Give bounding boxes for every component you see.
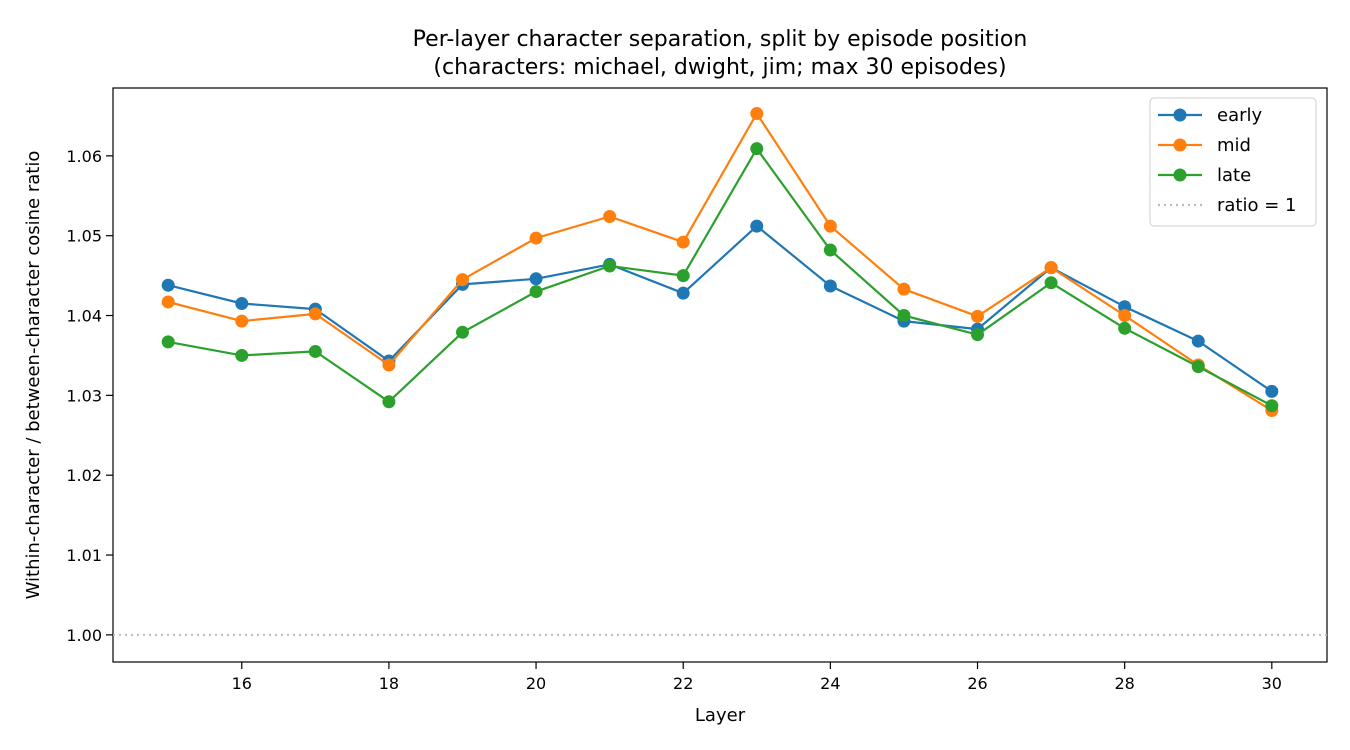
data-point-mid xyxy=(750,107,764,121)
data-point-mid xyxy=(971,309,985,323)
data-point-early xyxy=(161,278,175,292)
legend-box xyxy=(1149,97,1317,227)
series-line-mid xyxy=(167,112,1273,412)
data-point-mid xyxy=(1118,309,1132,323)
y-tick-label: 1.04 xyxy=(66,307,102,326)
x-tick-label: 28 xyxy=(1114,674,1134,693)
legend-label: mid xyxy=(1217,135,1251,156)
legend-marker xyxy=(1173,168,1187,182)
data-point-mid xyxy=(897,282,911,296)
data-point-late xyxy=(1044,276,1058,290)
x-tick-label: 26 xyxy=(967,674,987,693)
y-axis: 1.00 1.01 1.02 1.03 1.04 1.05 1.06 xyxy=(66,147,113,645)
data-point-early xyxy=(823,279,837,293)
data-point-late xyxy=(823,243,837,257)
series-late xyxy=(161,142,1279,413)
y-tick-label: 1.00 xyxy=(66,626,102,645)
chart-title: Per-layer character separation, split by… xyxy=(413,27,1028,52)
data-point-early xyxy=(1191,334,1205,348)
legend: early mid late ratio = 1 xyxy=(1149,97,1317,227)
data-point-mid xyxy=(455,273,469,287)
data-point-mid xyxy=(382,358,396,372)
series-mid xyxy=(161,107,1279,418)
y-tick-label: 1.03 xyxy=(66,386,102,405)
x-axis-label: Layer xyxy=(695,705,746,726)
data-point-late xyxy=(603,259,617,273)
data-point-early xyxy=(529,272,543,286)
data-point-late xyxy=(308,344,322,358)
x-tick-label: 20 xyxy=(526,674,546,693)
data-point-late xyxy=(971,328,985,342)
data-point-late xyxy=(235,348,249,362)
data-point-late xyxy=(529,285,543,299)
data-point-mid xyxy=(235,314,249,328)
plot-frame xyxy=(112,87,1328,663)
data-point-late xyxy=(455,325,469,339)
legend-entry-mid: mid xyxy=(1158,135,1251,156)
legend-label: early xyxy=(1217,105,1263,126)
data-point-late xyxy=(750,142,764,156)
series-layer xyxy=(161,107,1279,418)
y-tick-label: 1.01 xyxy=(66,546,102,565)
data-point-early xyxy=(750,219,764,233)
data-point-late xyxy=(382,395,396,409)
data-point-mid xyxy=(823,219,837,233)
data-point-late xyxy=(161,335,175,349)
data-point-mid xyxy=(529,231,543,245)
x-axis: 16 18 20 22 24 26 28 30 xyxy=(232,662,1282,693)
x-tick-label: 30 xyxy=(1262,674,1282,693)
legend-entry-early: early xyxy=(1158,105,1263,126)
data-point-late xyxy=(1118,321,1132,335)
legend-label: late xyxy=(1217,165,1251,186)
data-point-mid xyxy=(308,307,322,321)
legend-entry-late: late xyxy=(1158,165,1251,186)
data-point-early xyxy=(235,297,249,311)
data-point-late xyxy=(897,309,911,323)
legend-entry-ratio-1: ratio = 1 xyxy=(1158,195,1296,216)
x-tick-label: 18 xyxy=(379,674,399,693)
data-point-mid xyxy=(676,235,690,249)
x-tick-label: 24 xyxy=(820,674,840,693)
data-point-mid xyxy=(1044,261,1058,275)
series-line-early xyxy=(167,225,1273,393)
data-point-early xyxy=(676,286,690,300)
series-line-late xyxy=(168,147,1273,407)
data-point-early xyxy=(1265,384,1279,398)
y-tick-label: 1.06 xyxy=(66,147,102,166)
chart-subtitle: (characters: michael, dwight, jim; max 3… xyxy=(433,55,1006,80)
data-point-late xyxy=(1265,399,1279,413)
data-point-late xyxy=(1191,360,1205,374)
legend-marker xyxy=(1173,138,1187,152)
y-tick-label: 1.02 xyxy=(66,466,102,485)
x-tick-label: 16 xyxy=(232,674,252,693)
plot-area xyxy=(112,87,1328,663)
legend-marker xyxy=(1173,108,1187,122)
series-early xyxy=(161,219,1279,398)
data-point-late xyxy=(676,269,690,283)
legend-label: ratio = 1 xyxy=(1217,195,1296,216)
data-point-mid xyxy=(161,295,175,309)
x-tick-label: 22 xyxy=(673,674,693,693)
y-tick-label: 1.05 xyxy=(66,227,102,246)
data-point-mid xyxy=(603,210,617,224)
y-axis-label: Within-character / between-character cos… xyxy=(23,151,44,600)
